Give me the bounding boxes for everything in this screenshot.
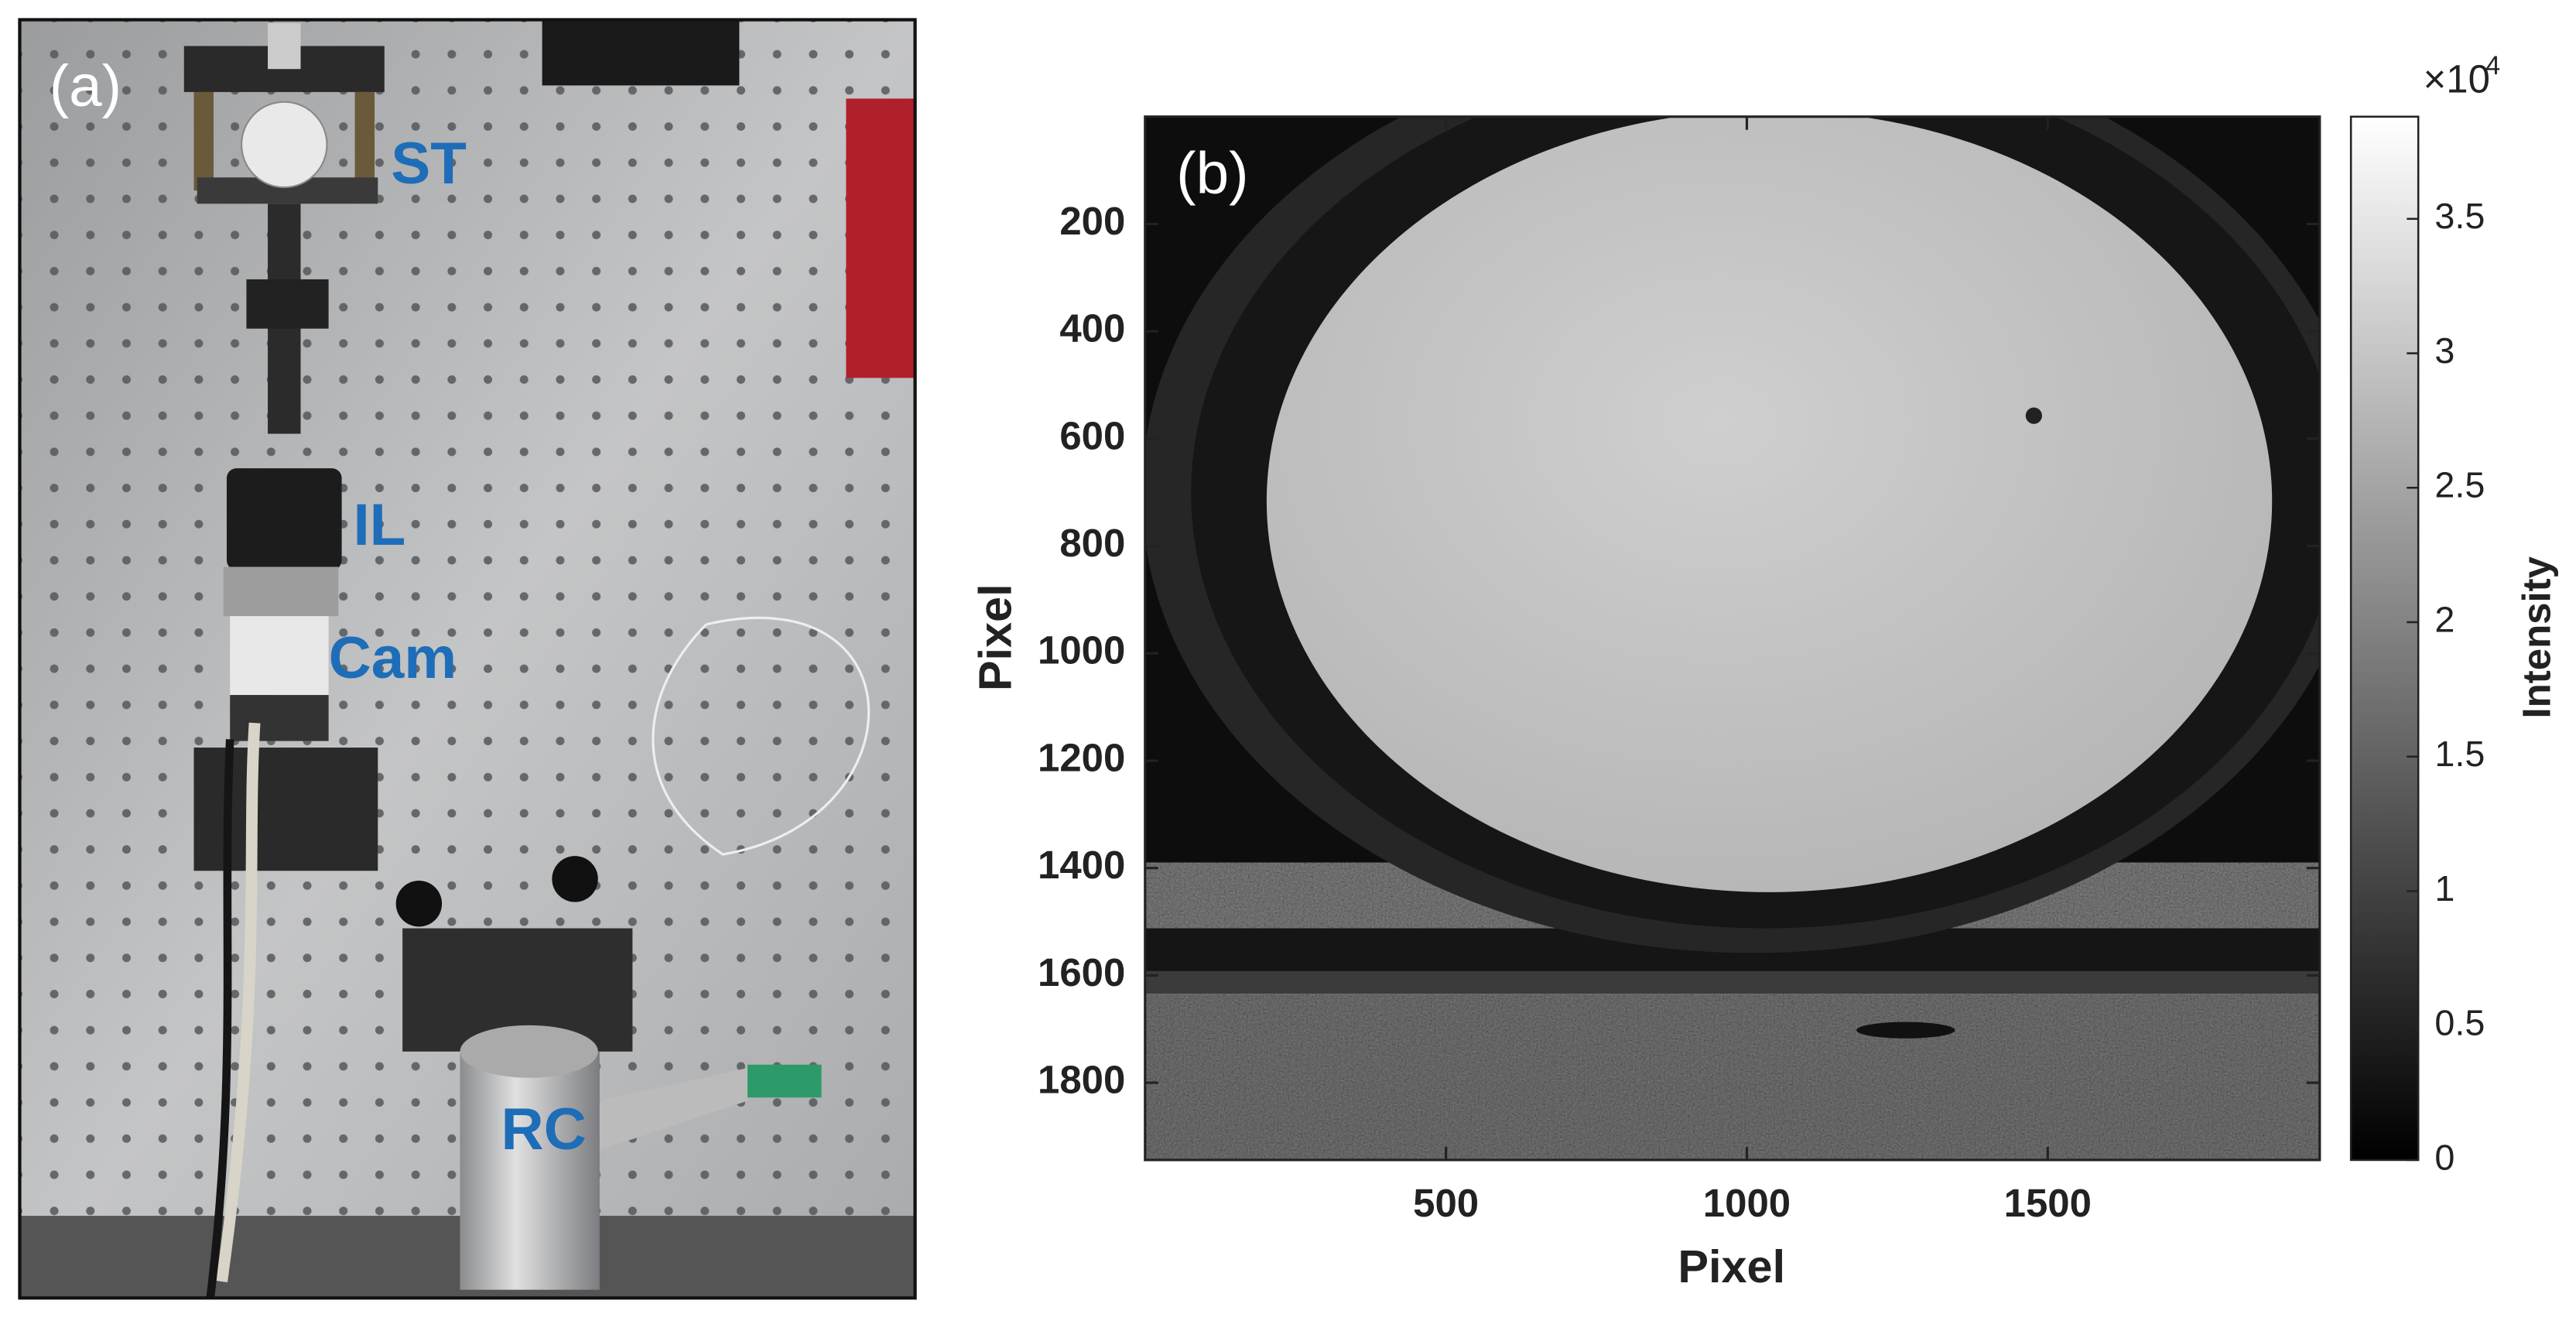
- colorbar: [2349, 115, 2420, 1162]
- annotation: RC: [501, 1097, 587, 1162]
- x-tick-label: 1500: [2004, 1181, 2092, 1225]
- x-tick-label: 1000: [1703, 1181, 1791, 1225]
- colorbar-tick-label: 3.5: [2434, 196, 2485, 236]
- colorbar-tick-label: 2.5: [2434, 465, 2485, 505]
- colorbar-multiplier: ×10: [2424, 57, 2490, 101]
- colorbar-tick-label: 1: [2434, 868, 2455, 909]
- x-tick-label: 500: [1413, 1181, 1479, 1225]
- colorbar-tick-label: 3: [2434, 330, 2455, 371]
- colorbar-tick-label: 1.5: [2434, 734, 2485, 774]
- panel-label: (a): [50, 53, 121, 119]
- y-tick-label: 1600: [1038, 950, 1125, 994]
- y-tick-label: 800: [1059, 521, 1125, 565]
- photo: [19, 19, 915, 1299]
- annotation: IL: [353, 492, 405, 558]
- panel-label: (b): [1176, 141, 1248, 207]
- y-tick-label: 1400: [1038, 843, 1125, 887]
- colorbar-tick-label: 0.5: [2434, 1003, 2485, 1043]
- y-tick-label: 1800: [1038, 1058, 1125, 1102]
- annotation: Cam: [329, 625, 457, 691]
- y-axis-label: Pixel: [970, 583, 1021, 691]
- colorbar-exponent: 4: [2485, 51, 2500, 80]
- colorbar-tick-label: 2: [2434, 599, 2455, 639]
- y-tick-label: 400: [1059, 306, 1125, 351]
- plot-frame: [1144, 115, 2321, 1162]
- y-tick-label: 600: [1059, 413, 1125, 457]
- y-tick-label: 1200: [1038, 735, 1125, 779]
- annotation: ST: [391, 131, 467, 197]
- y-tick-label: 1000: [1038, 628, 1125, 672]
- image: [1144, 116, 2320, 1160]
- colorbar-tick-label: 0: [2434, 1137, 2455, 1177]
- colorbar-label: Intensity: [2515, 556, 2559, 718]
- photo-frame: [18, 18, 917, 1300]
- x-axis-label: Pixel: [1678, 1241, 1785, 1292]
- y-tick-label: 200: [1059, 199, 1125, 243]
